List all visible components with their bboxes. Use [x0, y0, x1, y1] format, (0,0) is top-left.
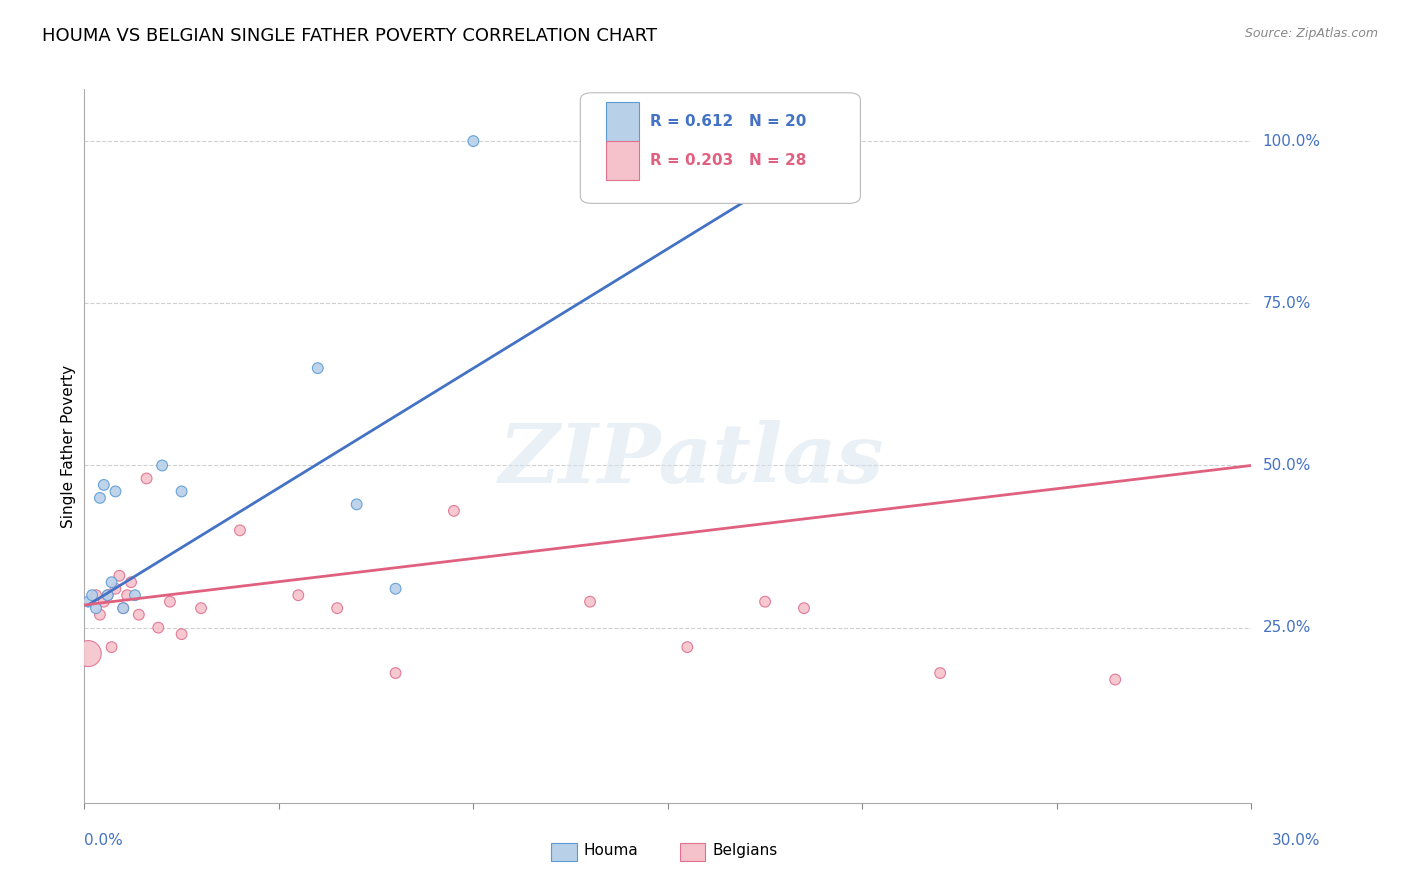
- Point: [190, 601, 212, 615]
- Point: [104, 582, 127, 596]
- Point: [89, 491, 111, 505]
- Point: [579, 134, 602, 148]
- Text: 50.0%: 50.0%: [1263, 458, 1310, 473]
- Point: [97, 588, 120, 602]
- Bar: [679, 844, 706, 862]
- Point: [734, 134, 756, 148]
- Point: [170, 627, 193, 641]
- FancyBboxPatch shape: [581, 93, 860, 203]
- Point: [100, 575, 122, 590]
- Point: [1104, 673, 1126, 687]
- Point: [82, 588, 104, 602]
- Point: [135, 471, 157, 485]
- Point: [77, 595, 100, 609]
- Point: [93, 595, 115, 609]
- Point: [84, 601, 107, 615]
- Point: [384, 582, 406, 596]
- Point: [307, 361, 329, 376]
- Text: 100.0%: 100.0%: [1263, 134, 1320, 149]
- Point: [124, 588, 146, 602]
- Point: [77, 647, 100, 661]
- Point: [150, 458, 173, 473]
- Point: [579, 595, 602, 609]
- Point: [104, 484, 127, 499]
- Point: [813, 134, 835, 148]
- Point: [115, 588, 138, 602]
- Text: 75.0%: 75.0%: [1263, 296, 1310, 310]
- Text: 25.0%: 25.0%: [1263, 620, 1310, 635]
- Point: [463, 134, 485, 148]
- Y-axis label: Single Father Poverty: Single Father Poverty: [60, 365, 76, 527]
- Point: [93, 478, 115, 492]
- Point: [84, 588, 107, 602]
- Text: Houma: Houma: [583, 843, 638, 858]
- Point: [100, 640, 122, 654]
- Point: [287, 588, 309, 602]
- Point: [443, 504, 465, 518]
- Text: R = 0.203   N = 28: R = 0.203 N = 28: [651, 153, 807, 168]
- Point: [112, 601, 135, 615]
- Point: [128, 607, 150, 622]
- Point: [676, 640, 699, 654]
- Point: [326, 601, 349, 615]
- Point: [676, 134, 699, 148]
- Point: [148, 621, 170, 635]
- Point: [97, 588, 120, 602]
- Text: ZIPatlas: ZIPatlas: [499, 420, 884, 500]
- Text: 0.0%: 0.0%: [84, 833, 124, 848]
- Point: [112, 601, 135, 615]
- Point: [754, 595, 776, 609]
- Point: [229, 524, 252, 538]
- Point: [384, 666, 406, 681]
- Point: [159, 595, 181, 609]
- Bar: [606, 141, 638, 180]
- Point: [89, 607, 111, 622]
- Point: [170, 484, 193, 499]
- Bar: [606, 102, 638, 141]
- Point: [793, 601, 815, 615]
- Text: R = 0.612   N = 20: R = 0.612 N = 20: [651, 114, 807, 129]
- Text: HOUMA VS BELGIAN SINGLE FATHER POVERTY CORRELATION CHART: HOUMA VS BELGIAN SINGLE FATHER POVERTY C…: [42, 27, 657, 45]
- Text: Source: ZipAtlas.com: Source: ZipAtlas.com: [1244, 27, 1378, 40]
- Point: [120, 575, 142, 590]
- Text: 30.0%: 30.0%: [1272, 833, 1320, 848]
- Point: [346, 497, 368, 511]
- Point: [108, 568, 131, 582]
- Text: Belgians: Belgians: [713, 843, 778, 858]
- Bar: [551, 844, 576, 862]
- Point: [929, 666, 952, 681]
